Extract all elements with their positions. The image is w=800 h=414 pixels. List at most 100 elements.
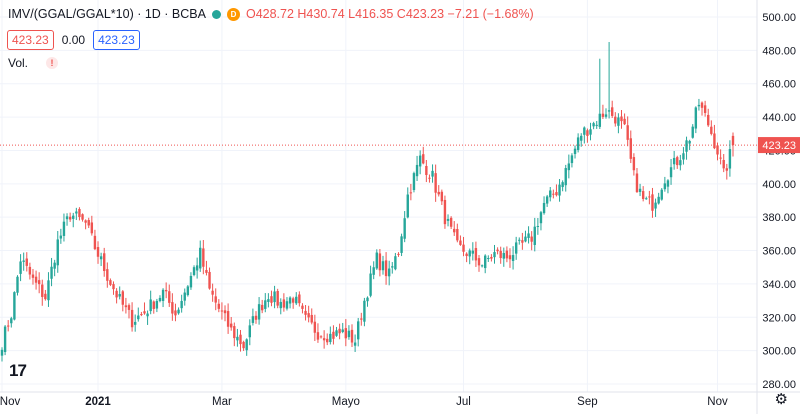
candle-body (638, 188, 642, 192)
candle (437, 185, 440, 197)
candle-body (217, 303, 221, 309)
candle (164, 282, 168, 299)
candle-body (56, 239, 59, 266)
bid-price-box[interactable]: 423.23 (7, 30, 54, 50)
candle (573, 145, 577, 159)
candle (521, 232, 524, 250)
candle (654, 198, 657, 217)
candle-body (205, 270, 208, 273)
candle (372, 261, 375, 280)
candle-body (84, 220, 87, 223)
candle-body (65, 216, 69, 220)
candle (685, 136, 688, 160)
x-tick-label: Nov (707, 396, 728, 408)
candle-body (499, 250, 502, 259)
candle (710, 120, 713, 136)
ask-price-box[interactable]: 423.23 (93, 30, 140, 50)
candle-body (576, 137, 580, 150)
candle (248, 319, 251, 346)
candle (10, 316, 13, 328)
candle (329, 326, 332, 345)
candle-body (301, 305, 304, 309)
candle (344, 319, 348, 347)
warning-icon[interactable]: ! (46, 57, 59, 69)
candle (462, 236, 465, 257)
candle-body (19, 261, 22, 274)
candle-body (307, 313, 310, 318)
candle-body (338, 328, 341, 334)
candle-body (707, 114, 710, 126)
candle-body (366, 297, 369, 302)
candle-body (431, 170, 434, 177)
candle (453, 221, 456, 236)
candle (632, 153, 636, 176)
candle-body (480, 265, 484, 267)
candle (270, 290, 273, 307)
candle (103, 247, 106, 277)
candle (552, 189, 555, 199)
candle-body (211, 290, 214, 295)
tradingview-logo-icon[interactable]: 17 (9, 361, 27, 380)
candle-body (31, 274, 35, 278)
candle (629, 130, 632, 164)
candle-body (474, 248, 478, 261)
candle (350, 324, 354, 348)
candle-body (595, 124, 598, 126)
candle (397, 252, 400, 257)
candle (434, 164, 437, 202)
candle-body (604, 114, 608, 117)
candle (121, 290, 125, 312)
candle (459, 235, 462, 246)
x-tick-label: Nov (0, 396, 20, 408)
candle-body (626, 125, 629, 140)
candle (567, 154, 571, 179)
candle-body (208, 271, 211, 289)
candle-body (171, 302, 174, 314)
symbol-label[interactable]: IMV/(GGAL/GGAL*10) · 1D · BCBA (8, 7, 206, 21)
candle-body (471, 250, 475, 254)
gear-icon[interactable]: ⚙ (774, 391, 788, 408)
candle (177, 307, 180, 315)
candle (542, 196, 546, 215)
candle (183, 288, 186, 306)
x-tick-label: 2021 (85, 396, 111, 408)
candle (378, 248, 382, 277)
candle-body (34, 276, 38, 283)
candle (140, 311, 143, 317)
candle (617, 113, 620, 134)
candle (387, 260, 391, 286)
candle (363, 297, 366, 327)
candle-body (635, 173, 639, 193)
candle-body (573, 148, 577, 155)
candle-body (459, 240, 462, 245)
candle-body (505, 250, 509, 259)
candle (254, 311, 258, 324)
candle-body (468, 250, 471, 257)
candle-body (341, 329, 344, 332)
last-price-badge (758, 137, 800, 154)
candle-body (397, 253, 400, 255)
candle-body (694, 107, 698, 129)
candle-body (620, 116, 623, 122)
candle (189, 272, 193, 290)
candle-body (192, 267, 196, 275)
candle (449, 216, 453, 230)
candle (335, 326, 338, 337)
candle-body (412, 173, 416, 191)
candle (130, 302, 134, 332)
candle (722, 154, 725, 173)
candle (484, 254, 487, 274)
candle (90, 215, 94, 236)
candle (623, 113, 626, 126)
y-tick-label: 380.00 (762, 212, 796, 224)
delayed-badge: D (226, 7, 240, 21)
candle-body (124, 305, 128, 308)
candle-body (496, 249, 499, 252)
candle (31, 268, 35, 285)
candle-body (189, 275, 193, 288)
candle-body (477, 258, 481, 266)
candle-body (381, 261, 385, 271)
candle (282, 293, 286, 312)
candle (381, 255, 385, 275)
